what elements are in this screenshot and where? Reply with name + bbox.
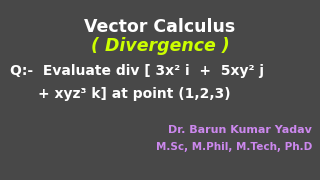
Text: + xyz³ k] at point (1,2,3): + xyz³ k] at point (1,2,3)	[38, 87, 231, 101]
Text: Q:-  Evaluate div [ 3x² i  +  5xy² j: Q:- Evaluate div [ 3x² i + 5xy² j	[10, 64, 264, 78]
Text: M.Sc, M.Phil, M.Tech, Ph.D: M.Sc, M.Phil, M.Tech, Ph.D	[156, 142, 312, 152]
Text: Dr. Barun Kumar Yadav: Dr. Barun Kumar Yadav	[168, 125, 312, 135]
Text: Vector Calculus: Vector Calculus	[84, 18, 236, 36]
Text: ( Divergence ): ( Divergence )	[91, 37, 229, 55]
